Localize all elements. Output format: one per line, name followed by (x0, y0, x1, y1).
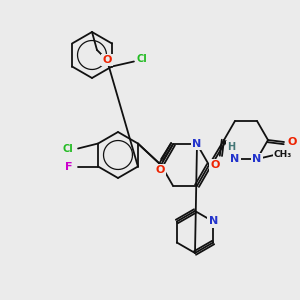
Text: O: O (155, 165, 165, 175)
Text: O: O (210, 160, 220, 170)
Text: N: N (208, 217, 218, 226)
Text: CH₃: CH₃ (274, 150, 292, 159)
Text: F: F (65, 161, 73, 172)
Text: H: H (227, 142, 235, 152)
Text: Cl: Cl (63, 145, 74, 154)
Text: O: O (287, 137, 297, 147)
Text: N: N (252, 154, 262, 164)
Text: Cl: Cl (136, 55, 147, 64)
Text: N: N (192, 139, 202, 149)
Text: O: O (102, 55, 112, 65)
Text: N: N (230, 154, 240, 164)
